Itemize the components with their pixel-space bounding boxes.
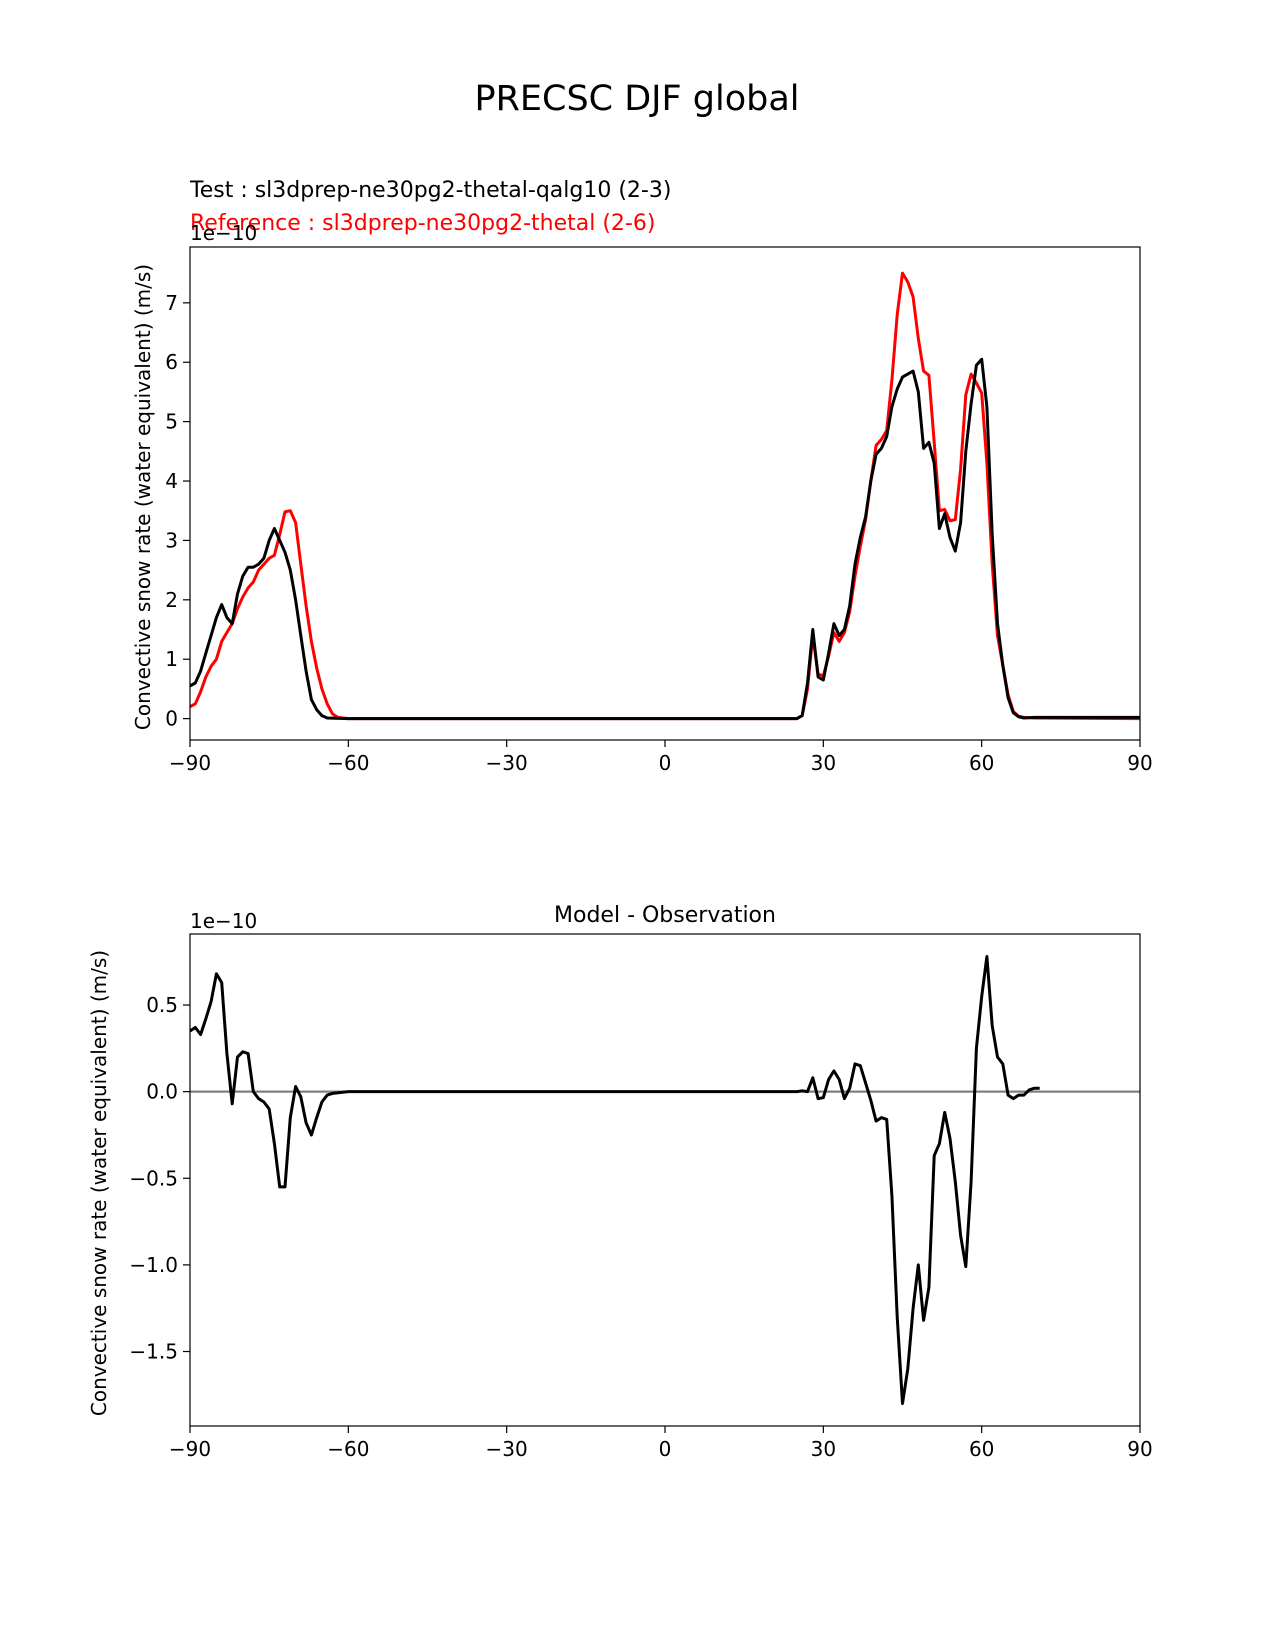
- top-ytick-label: 0: [165, 707, 178, 731]
- top-ticks: −90 −60 −30 0 30 60 90 0 1 2 3 4 5 6 7: [165, 291, 1152, 775]
- top-xtick-label: 0: [659, 751, 672, 775]
- bottom-xtick-label: 60: [969, 1437, 994, 1461]
- top-plot-frame: [189, 246, 1141, 741]
- bottom-xtick-label: −90: [169, 1437, 211, 1461]
- figure-title: PRECSC DJF global: [474, 79, 799, 119]
- top-ytick-label: 5: [165, 410, 178, 434]
- top-ytick-label: 2: [165, 588, 178, 612]
- bottom-ylabel: Convective snow rate (water equivalent) …: [87, 950, 111, 1416]
- bottom-title: Model - Observation: [554, 903, 776, 928]
- top-xtick-label: 30: [811, 751, 836, 775]
- top-offset-text: 1e−10: [190, 221, 257, 245]
- bottom-lines: [189, 955, 1140, 1405]
- top-xtick-label: 90: [1127, 751, 1152, 775]
- bottom-offset-text: 1e−10: [190, 909, 257, 933]
- top-xtick-label: 60: [969, 751, 994, 775]
- top-ytick-label: 3: [165, 528, 178, 552]
- top-series-line-0: [189, 271, 1141, 721]
- top-xtick-label: −60: [327, 751, 369, 775]
- bottom-xtick-label: 90: [1127, 1437, 1152, 1461]
- top-lines: [189, 271, 1141, 721]
- test-label: Test : sl3dprep-ne30pg2-thetal-qalg10 (2…: [189, 178, 671, 203]
- top-ytick-label: 6: [165, 350, 178, 374]
- bottom-ytick-label: 0.0: [146, 1080, 178, 1104]
- bottom-ytick-label: −0.5: [129, 1166, 178, 1190]
- top-series-line-1: [189, 357, 1140, 721]
- bottom-plot-frame: [189, 933, 1141, 1427]
- bottom-ticks: −90 −60 −30 0 30 60 90 0.5 0.0 −0.5 −1.0 −1.5: [129, 993, 1152, 1461]
- top-ytick-label: 1: [165, 647, 178, 671]
- top-ytick-label: 7: [165, 291, 178, 315]
- top-ytick-label: 4: [165, 469, 178, 493]
- bottom-series-line-0: [189, 955, 1040, 1405]
- reference-label: Reference : sl3dprep-ne30pg2-thetal (2-6…: [190, 211, 655, 236]
- bottom-ytick-label: 0.5: [146, 993, 178, 1017]
- bottom-xtick-label: 0: [659, 1437, 672, 1461]
- bottom-panel: Model - Observation 1e−10 Convective sno…: [87, 903, 1153, 1461]
- top-xtick-label: −90: [169, 751, 211, 775]
- top-xtick-label: −30: [486, 751, 528, 775]
- bottom-xtick-label: −30: [486, 1437, 528, 1461]
- top-ylabel: Convective snow rate (water equivalent) …: [131, 264, 155, 730]
- bottom-xtick-label: 30: [811, 1437, 836, 1461]
- bottom-ytick-label: −1.5: [129, 1340, 178, 1364]
- bottom-xtick-label: −60: [327, 1437, 369, 1461]
- top-panel: Test : sl3dprep-ne30pg2-thetal-qalg10 (2…: [131, 178, 1153, 775]
- bottom-ytick-label: −1.0: [129, 1253, 178, 1277]
